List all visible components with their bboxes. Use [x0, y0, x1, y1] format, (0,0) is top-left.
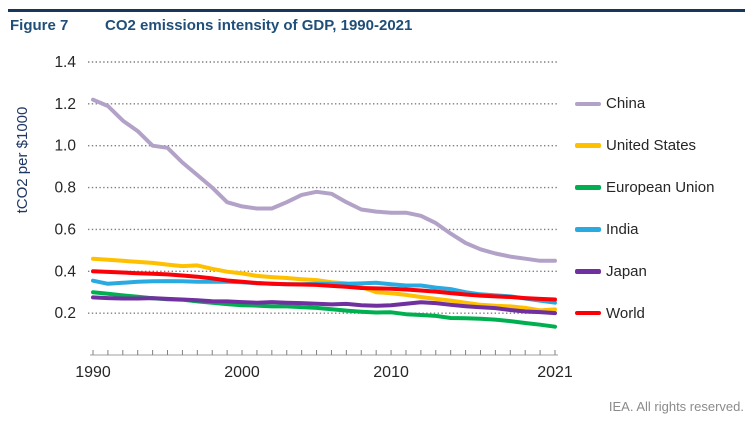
x-tick-label-2010: 2010: [373, 364, 409, 381]
y-tick-label-0.2: 0.2: [54, 305, 76, 322]
legend-swatch-china: [575, 101, 601, 107]
figure-number-label: Figure 7: [10, 17, 69, 34]
y-tick-label-1.2: 1.2: [54, 96, 76, 113]
legend-swatch-india: [575, 227, 601, 232]
y-tick-label-0.8: 0.8: [54, 180, 76, 197]
x-tick-label-1990: 1990: [75, 364, 111, 381]
legend-item-united-states: United States: [575, 135, 696, 157]
legend-item-china: China: [575, 93, 645, 115]
legend-label-european-union: European Union: [606, 179, 715, 197]
legend-label-china: China: [606, 95, 646, 113]
x-tick-label-2021: 2021: [537, 364, 573, 381]
series-line-world: [91, 269, 557, 302]
legend-swatch-european-union: [575, 185, 601, 190]
x-tick-label-2000: 2000: [224, 364, 260, 381]
series-line-united-states: [91, 256, 557, 313]
series-line-china: [91, 97, 557, 263]
legend-item-world: World: [575, 302, 645, 324]
legend-swatch-united-states: [575, 143, 601, 148]
y-tick-label-0.6: 0.6: [54, 221, 76, 238]
legend-swatch-world: [575, 310, 601, 316]
series-line-japan: [91, 295, 557, 316]
y-axis-title: tCO2 per $1000: [14, 107, 31, 214]
legend-item-european-union: European Union: [575, 177, 714, 199]
legend-label-japan: Japan: [606, 262, 647, 280]
legend-label-india: India: [606, 220, 639, 238]
legend-label-united-states: United States: [606, 137, 697, 155]
figure-title: CO2 emissions intensity of GDP, 1990-202…: [105, 17, 413, 34]
y-tick-label-1.4: 1.4: [54, 54, 76, 71]
legend-swatch-japan: [575, 269, 601, 274]
header-rule: [8, 9, 745, 12]
copyright-credit: IEA. All rights reserved.: [608, 399, 744, 414]
y-tick-label-0.4: 0.4: [54, 263, 76, 280]
y-tick-label-1: 1.0: [54, 138, 76, 155]
legend-item-japan: Japan: [575, 260, 647, 282]
legend-item-india: India: [575, 218, 639, 240]
legend-label-world: World: [606, 304, 645, 322]
